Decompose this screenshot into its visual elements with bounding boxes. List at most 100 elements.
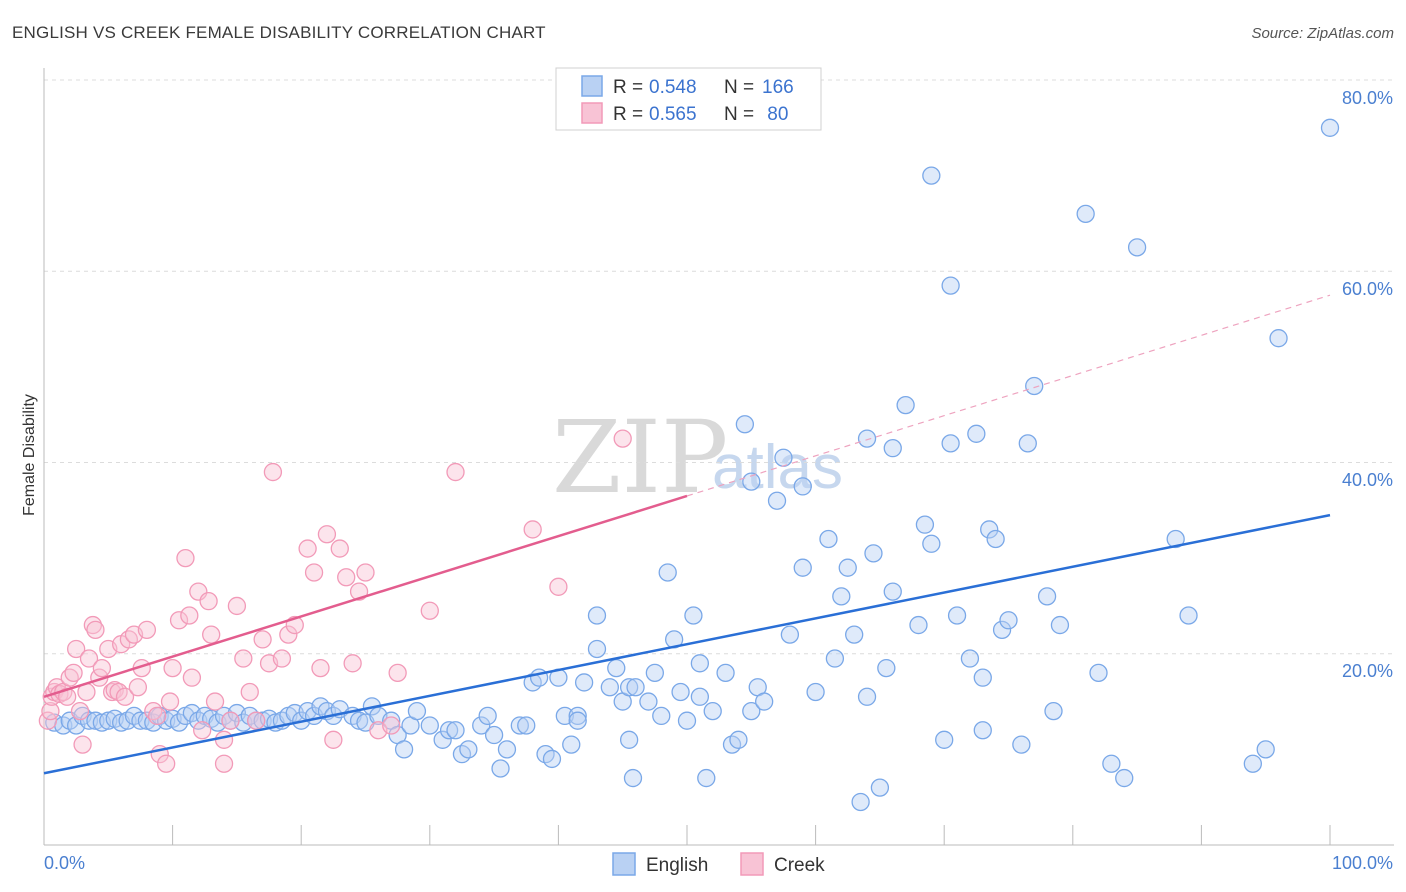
english-point-156 xyxy=(1243,754,1262,773)
english-point-111 xyxy=(793,477,812,496)
creek-point-45 xyxy=(214,754,234,773)
creek-point-11 xyxy=(70,701,90,721)
english-point-137 xyxy=(973,721,992,740)
english-point-103 xyxy=(742,472,761,491)
creek-point-52 xyxy=(253,630,272,649)
english-point-120 xyxy=(864,544,883,563)
english-point-52 xyxy=(394,740,414,759)
english-point-147 xyxy=(1044,701,1063,721)
english-point-117 xyxy=(845,625,864,644)
legend-n-label-english: N = xyxy=(724,77,754,98)
english-point-93 xyxy=(677,711,697,730)
creek-point-43 xyxy=(202,625,221,644)
english-point-112 xyxy=(806,682,825,702)
creek-point-48 xyxy=(227,596,247,616)
creek-point-72 xyxy=(446,462,465,482)
english-point-79 xyxy=(587,639,607,659)
english-point-108 xyxy=(774,448,793,467)
english-point-74 xyxy=(562,735,581,754)
english-point-114 xyxy=(825,649,845,668)
bottom-legend-swatch-english xyxy=(612,852,636,876)
english-point-133 xyxy=(941,434,960,453)
creek-point-61 xyxy=(317,525,337,544)
english-point-140 xyxy=(986,529,1005,549)
english-point-88 xyxy=(645,663,664,683)
english-point-149 xyxy=(1076,204,1095,224)
creek-point-60 xyxy=(311,658,330,678)
creek-point-12 xyxy=(73,735,92,754)
creek-point-41 xyxy=(193,721,212,740)
bottom-legend-swatch-creek xyxy=(740,852,764,876)
english-point-64 xyxy=(491,759,510,778)
creek-point-71 xyxy=(420,601,439,620)
english-point-121 xyxy=(857,429,877,448)
english-point-126 xyxy=(896,395,915,415)
creek-point-73 xyxy=(523,520,542,539)
english-point-148 xyxy=(1050,615,1070,635)
creek-point-18 xyxy=(92,658,112,678)
creek-point-51 xyxy=(247,711,266,730)
y-axis-label: Female Disability xyxy=(21,394,38,516)
creek-point-69 xyxy=(382,716,401,735)
watermark-zip: ZIP xyxy=(552,399,728,516)
y-tick-label-60: 60.0% xyxy=(1342,279,1393,299)
bottom-legend-label-creek: Creek xyxy=(774,855,825,876)
english-point-96 xyxy=(690,654,710,673)
english-point-134 xyxy=(947,606,967,625)
english-point-83 xyxy=(619,678,639,697)
creek-trend-extension xyxy=(686,294,1331,497)
english-point-56 xyxy=(433,730,452,749)
english-point-60 xyxy=(459,740,478,759)
english-point-106 xyxy=(755,692,774,711)
creek-point-27 xyxy=(128,678,148,697)
creek-point-31 xyxy=(148,706,167,726)
y-tick-label-40: 40.0% xyxy=(1342,470,1393,490)
english-point-128 xyxy=(915,515,935,534)
english-point-118 xyxy=(851,792,870,812)
series-legend: English Creek xyxy=(612,852,825,876)
english-point-129 xyxy=(922,534,941,553)
english-point-132 xyxy=(941,276,960,295)
legend-r-value-english: 0.548 xyxy=(649,77,697,98)
chart-source: Source: ZipAtlas.com xyxy=(1251,25,1394,42)
english-point-86 xyxy=(626,678,645,697)
english-point-58 xyxy=(446,721,465,740)
english-point-145 xyxy=(1025,376,1044,396)
creek-point-63 xyxy=(330,539,349,558)
english-point-143 xyxy=(1012,735,1031,754)
creek-point-15 xyxy=(83,615,103,635)
english-point-65 xyxy=(497,740,517,759)
bottom-legend-label-english: English xyxy=(646,855,708,876)
creek-point-74 xyxy=(549,577,568,596)
english-point-155 xyxy=(1179,606,1198,625)
english-point-89 xyxy=(652,706,671,726)
english-point-46 xyxy=(349,711,369,730)
creek-point-59 xyxy=(304,563,324,582)
english-point-75 xyxy=(568,706,587,726)
english-point-84 xyxy=(619,730,639,749)
english-point-119 xyxy=(857,687,877,706)
axes xyxy=(43,68,1394,846)
english-point-54 xyxy=(407,701,427,721)
english-point-63 xyxy=(484,725,504,745)
creek-point-55 xyxy=(272,649,292,668)
creek-point-10 xyxy=(67,639,86,659)
english-point-150 xyxy=(1089,663,1108,683)
creek-point-70 xyxy=(388,663,407,683)
creek-point-50 xyxy=(240,682,259,702)
english-point-139 xyxy=(980,520,999,539)
creek-point-62 xyxy=(324,730,343,749)
english-point-152 xyxy=(1115,768,1134,788)
creek-point-35 xyxy=(163,658,182,678)
english-point-107 xyxy=(767,491,787,510)
english-point-115 xyxy=(832,587,851,606)
legend-r-value-creek: 0.565 xyxy=(649,104,697,125)
english-point-62 xyxy=(478,706,497,726)
points xyxy=(38,118,1340,812)
english-trend-line xyxy=(43,513,1331,775)
english-point-113 xyxy=(819,529,838,549)
english-point-95 xyxy=(690,687,710,706)
english-point-78 xyxy=(587,606,607,625)
english-point-104 xyxy=(742,701,761,721)
